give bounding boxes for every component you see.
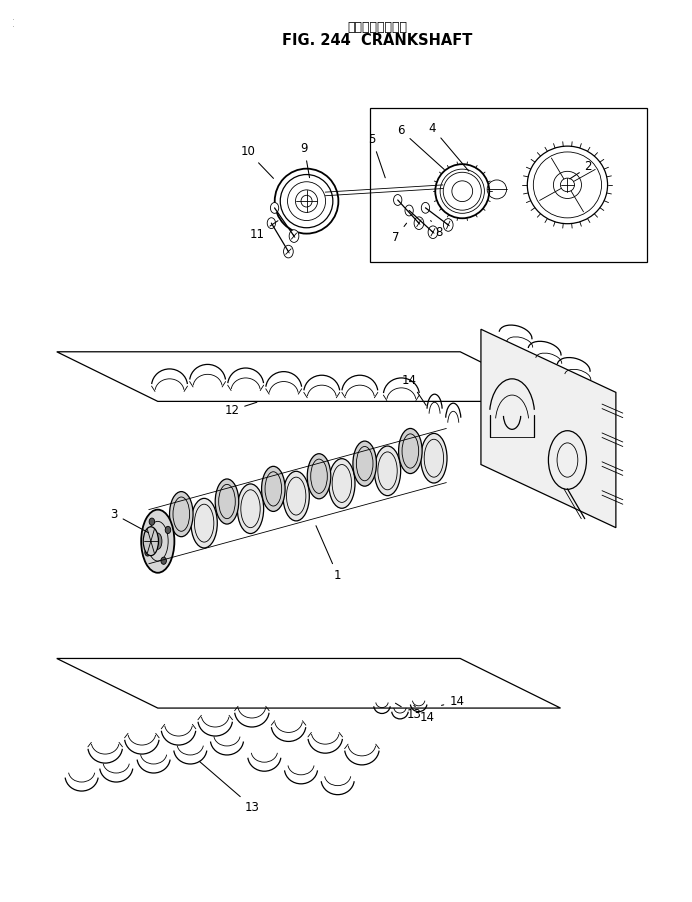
Ellipse shape <box>215 479 239 524</box>
Text: 14: 14 <box>441 695 464 708</box>
Circle shape <box>405 205 413 216</box>
Circle shape <box>289 230 299 243</box>
Circle shape <box>428 226 438 238</box>
Ellipse shape <box>329 458 355 509</box>
Ellipse shape <box>154 533 162 549</box>
Ellipse shape <box>237 483 264 534</box>
Ellipse shape <box>307 454 331 499</box>
Ellipse shape <box>283 471 309 520</box>
Text: 13: 13 <box>395 704 421 721</box>
Text: FIG. 244  CRANKSHAFT: FIG. 244 CRANKSHAFT <box>282 33 473 49</box>
Text: クランクシャフト: クランクシャフト <box>347 21 407 33</box>
Polygon shape <box>481 329 616 528</box>
Text: ·: · <box>12 15 15 25</box>
Text: 5: 5 <box>369 133 385 178</box>
Text: 10: 10 <box>240 145 273 179</box>
Text: 14: 14 <box>402 374 426 405</box>
Ellipse shape <box>191 498 217 548</box>
Circle shape <box>149 518 155 525</box>
Ellipse shape <box>399 428 422 474</box>
Circle shape <box>444 218 453 231</box>
Circle shape <box>267 217 275 228</box>
Text: 13: 13 <box>199 761 260 814</box>
Text: 1: 1 <box>316 526 341 582</box>
Circle shape <box>165 526 171 533</box>
Text: ·: · <box>12 22 15 32</box>
Ellipse shape <box>141 510 174 573</box>
Text: 4: 4 <box>429 122 468 171</box>
Ellipse shape <box>143 527 158 556</box>
Circle shape <box>421 202 430 213</box>
Ellipse shape <box>145 511 171 560</box>
Text: 14: 14 <box>414 705 435 723</box>
Text: 2: 2 <box>570 161 592 179</box>
Circle shape <box>145 548 150 556</box>
Ellipse shape <box>262 466 285 511</box>
Text: 9: 9 <box>301 143 309 178</box>
Ellipse shape <box>353 441 376 486</box>
Circle shape <box>414 216 424 229</box>
Circle shape <box>161 557 167 565</box>
Circle shape <box>394 195 402 206</box>
Ellipse shape <box>374 446 401 496</box>
Text: 12: 12 <box>224 402 257 417</box>
Ellipse shape <box>170 492 193 537</box>
Text: 7: 7 <box>392 223 407 244</box>
Ellipse shape <box>421 434 447 483</box>
Text: 11: 11 <box>250 221 278 241</box>
Text: 8: 8 <box>430 221 443 239</box>
Text: 6: 6 <box>398 124 444 170</box>
Circle shape <box>284 245 293 258</box>
Text: 3: 3 <box>111 508 148 533</box>
Circle shape <box>271 203 279 214</box>
